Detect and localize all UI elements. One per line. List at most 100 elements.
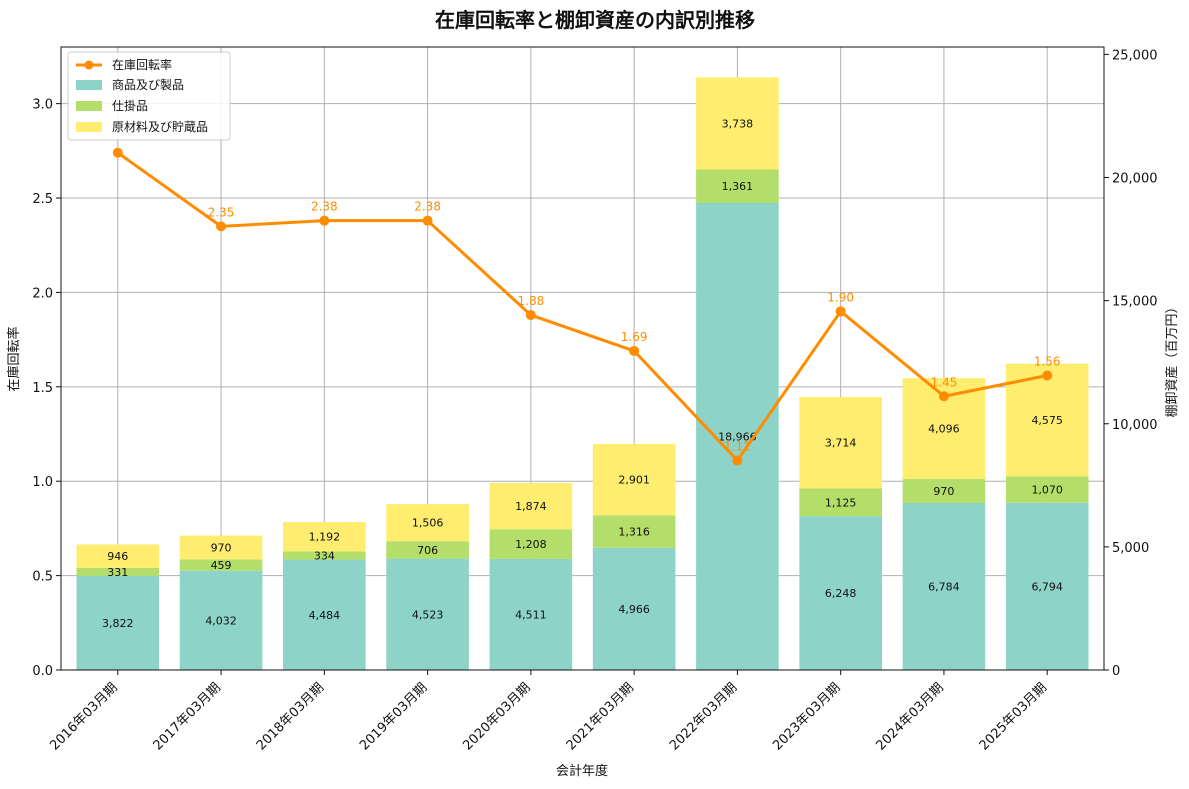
bar-value-label: 1,208 (515, 538, 547, 551)
x-tick-label: 2022年03月期 (667, 680, 740, 753)
bar-segment (179, 535, 263, 560)
legend-swatch (76, 101, 102, 111)
legend-label: 原材料及び貯蔵品 (112, 120, 208, 134)
bar-labels-layer: 3,822 331 946 4,032 459 970 4,484 334 1,192 4,523… (102, 117, 1063, 630)
turnover-point (112, 147, 123, 158)
bar-segment (799, 516, 882, 670)
turnover-value-label: 2.38 (311, 200, 338, 214)
bar-value-label: 4,096 (928, 423, 960, 436)
bar-value-label: 4,523 (412, 608, 444, 621)
bar-value-label: 6,248 (825, 587, 857, 600)
plot-frame (60, 46, 1105, 671)
bar-value-label: 946 (107, 550, 128, 563)
turnover-value-label: 1.90 (827, 290, 854, 304)
bar-segment (76, 567, 160, 576)
turnover-point (732, 455, 743, 466)
bar-segment (489, 558, 573, 670)
bar-value-label: 1,874 (515, 500, 547, 513)
x-tick-label: 2020年03月期 (460, 680, 533, 753)
bar-value-label: 1,506 (412, 517, 444, 530)
bar-value-label: 1,192 (309, 531, 341, 544)
bar-value-label: 331 (107, 566, 128, 579)
chart-title: 在庫回転率と棚卸資産の内訳別推移 (435, 8, 755, 32)
bar-value-label: 1,316 (618, 526, 650, 539)
x-tick-label: 2017年03月期 (151, 680, 224, 753)
line-layer: 2.35 2.38 2.38 1.88 1.69 1.11 1.90 1.45 1.56 (112, 147, 1061, 466)
legend-label: 商品及び製品 (112, 77, 184, 92)
bar-value-label: 334 (314, 549, 335, 562)
y-right-tick-label: 5,000 (1112, 541, 1149, 556)
turnover-point (216, 221, 227, 232)
turnover-point (1042, 370, 1053, 381)
bar-value-label: 4,575 (1031, 414, 1063, 427)
legend-swatch (76, 122, 102, 132)
bar-segment (696, 202, 779, 670)
bar-segment (489, 483, 573, 530)
y-right-tick-label: 15,000 (1112, 295, 1158, 310)
y-right-tick-label: 20,000 (1112, 172, 1158, 187)
y-right-tick-label: 10,000 (1112, 418, 1158, 433)
bar-value-label: 3,714 (825, 437, 857, 450)
bar-segment (179, 570, 263, 670)
turnover-point (835, 306, 846, 317)
bar-value-label: 1,361 (722, 180, 754, 193)
turnover-value-label: 1.11 (724, 439, 751, 453)
legend-line-marker (84, 60, 94, 70)
bar-segment (799, 488, 882, 517)
bar-segment (386, 541, 469, 559)
bar-segment (386, 558, 469, 670)
bar-segment (696, 77, 779, 170)
x-tick-label: 2025年03月期 (977, 680, 1050, 753)
bar-value-label: 1,125 (825, 496, 857, 509)
bar-segment (489, 529, 573, 559)
y-right-tick-label: 25,000 (1112, 48, 1158, 63)
bar-value-label: 4,484 (309, 609, 341, 622)
turnover-value-label: 1.88 (518, 294, 545, 308)
legend-box (67, 51, 231, 141)
bar-value-label: 6,784 (928, 580, 960, 593)
bar-segment (283, 551, 366, 560)
y-left-tick-label: 1.5 (32, 381, 53, 396)
bar-value-label: 4,032 (205, 614, 237, 627)
y-left-tick-label: 1.0 (32, 475, 53, 490)
y-left-tick-label: 2.5 (32, 192, 53, 207)
y-left-tick-label: 0.5 (32, 570, 53, 585)
bar-segment (592, 515, 676, 548)
turnover-value-label: 1.56 (1034, 354, 1061, 368)
y-axis-right-label: 棚卸資産（百万円） (1164, 300, 1180, 417)
turnover-value-label: 1.69 (621, 330, 648, 344)
bar-value-label: 6,794 (1031, 580, 1063, 593)
bar-segment (1005, 476, 1089, 503)
bar-segment (1005, 502, 1089, 670)
bar-segment (386, 504, 469, 542)
y-axis-left-label: 在庫回転率 (6, 326, 22, 391)
bar-segment (283, 522, 366, 552)
bar-segment (283, 559, 366, 670)
bar-value-label: 2,901 (618, 474, 650, 487)
x-axis-label: 会計年度 (556, 763, 608, 779)
x-tick-label: 2016年03月期 (47, 680, 120, 753)
turnover-point (629, 345, 640, 356)
turnover-value-label: 2.35 (208, 205, 235, 219)
bar-segment (902, 502, 986, 670)
x-tick-label: 2019年03月期 (357, 680, 430, 753)
bar-segment (696, 169, 779, 203)
bar-value-label: 970 (211, 541, 232, 554)
bar-segment (902, 479, 986, 503)
bar-value-label: 3,738 (722, 117, 754, 130)
bar-value-label: 970 (933, 485, 954, 498)
x-tick-label: 2024年03月期 (873, 680, 946, 753)
legend-swatch (76, 80, 102, 90)
turnover-point (938, 391, 949, 402)
bar-value-label: 4,966 (618, 603, 650, 616)
bar-segment (799, 396, 882, 489)
bar-value-label: 4,511 (515, 608, 547, 621)
x-tick-label: 2023年03月期 (770, 680, 843, 753)
bar-value-label: 706 (417, 544, 438, 557)
x-tick-label: 2021年03月期 (564, 680, 637, 753)
turnover-line (116, 151, 1048, 462)
y-right-tick-label: 0 (1112, 664, 1120, 679)
turnover-point (319, 215, 330, 226)
